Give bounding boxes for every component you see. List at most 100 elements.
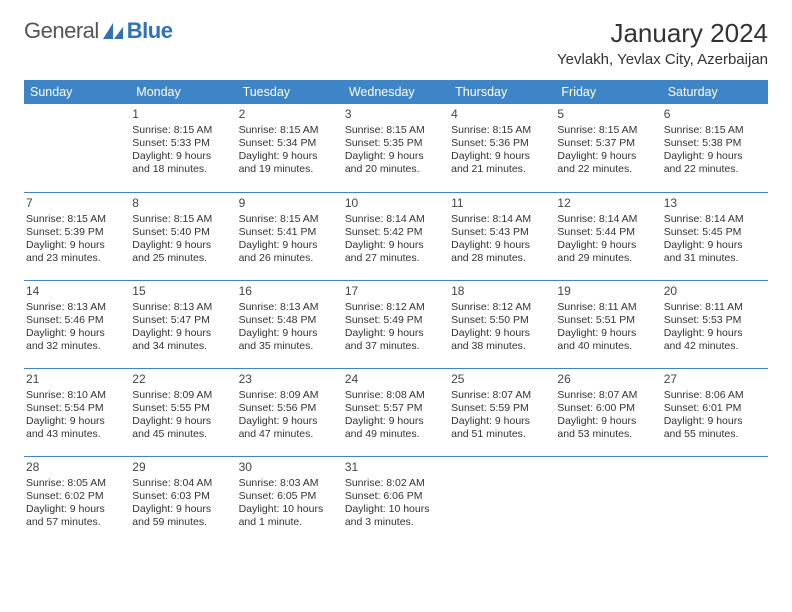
day-number: 27 <box>664 372 764 387</box>
sunrise-line: Sunrise: 8:14 AM <box>451 213 551 226</box>
day-number: 26 <box>557 372 657 387</box>
daylight-line-2: and 49 minutes. <box>345 428 445 441</box>
sunset-line: Sunset: 5:42 PM <box>345 226 445 239</box>
daylight-line-2: and 27 minutes. <box>345 252 445 265</box>
sunrise-line: Sunrise: 8:09 AM <box>132 389 232 402</box>
calendar-header-row: Sunday Monday Tuesday Wednesday Thursday… <box>24 80 768 104</box>
daylight-line-1: Daylight: 9 hours <box>345 150 445 163</box>
day-number: 15 <box>132 284 232 299</box>
calendar-day-cell: 28Sunrise: 8:05 AMSunset: 6:02 PMDayligh… <box>24 456 130 544</box>
daylight-line-2: and 55 minutes. <box>664 428 764 441</box>
daylight-line-1: Daylight: 9 hours <box>132 327 232 340</box>
daylight-line-2: and 1 minute. <box>239 516 339 529</box>
sunset-line: Sunset: 5:43 PM <box>451 226 551 239</box>
daylight-line-2: and 40 minutes. <box>557 340 657 353</box>
calendar-day-cell: 15 Sunrise: 8:13 AMSunset: 5:47 PMDayligh… <box>130 280 236 368</box>
sunrise-line: Sunrise: 8:13 AM <box>132 301 232 314</box>
calendar-day-cell: 20Sunrise: 8:11 AMSunset: 5:53 PMDayligh… <box>662 280 768 368</box>
daylight-line-1: Daylight: 9 hours <box>26 415 126 428</box>
calendar-day-cell: 7Sunrise: 8:15 AMSunset: 5:39 PMDaylight… <box>24 192 130 280</box>
sunset-line: Sunset: 6:03 PM <box>132 490 232 503</box>
calendar-table: Sunday Monday Tuesday Wednesday Thursday… <box>24 80 768 544</box>
calendar-page: General Blue January 2024 Yevlakh, Yevla… <box>0 0 792 612</box>
sunset-line: Sunset: 5:47 PM <box>132 314 232 327</box>
sunset-line: Sunset: 6:06 PM <box>345 490 445 503</box>
daylight-line-2: and 42 minutes. <box>664 340 764 353</box>
day-number: 20 <box>664 284 764 299</box>
day-number: 10 <box>345 196 445 211</box>
daylight-line-1: Daylight: 9 hours <box>557 415 657 428</box>
calendar-day-cell <box>449 456 555 544</box>
daylight-line-2: and 31 minutes. <box>664 252 764 265</box>
daylight-line-1: Daylight: 9 hours <box>132 150 232 163</box>
day-number: 1 <box>132 107 232 122</box>
daylight-line-1: Daylight: 9 hours <box>451 150 551 163</box>
day-number: 24 <box>345 372 445 387</box>
calendar-day-cell: 2 Sunrise: 8:15 AMSunset: 5:34 PMDaylight… <box>237 104 343 192</box>
daylight-line-2: and 47 minutes. <box>239 428 339 441</box>
sunset-line: Sunset: 5:36 PM <box>451 137 551 150</box>
daylight-line-1: Daylight: 9 hours <box>345 239 445 252</box>
daylight-line-2: and 26 minutes. <box>239 252 339 265</box>
day-number: 4 <box>451 107 551 122</box>
calendar-week-row: 14Sunrise: 8:13 AMSunset: 5:46 PMDayligh… <box>24 280 768 368</box>
calendar-body: 1Sunrise: 8:15 AMSunset: 5:33 PMDaylight… <box>24 104 768 544</box>
sunrise-line: Sunrise: 8:05 AM <box>26 477 126 490</box>
sunset-line: Sunset: 5:34 PM <box>239 137 339 150</box>
day-number: 2 <box>239 107 339 122</box>
sunset-line: Sunset: 5:44 PM <box>557 226 657 239</box>
calendar-day-cell: 12Sunrise: 8:14 AMSunset: 5:44 PMDayligh… <box>555 192 661 280</box>
sunrise-line: Sunrise: 8:07 AM <box>451 389 551 402</box>
daylight-line-1: Daylight: 9 hours <box>451 327 551 340</box>
calendar-day-cell: 13Sunrise: 8:14 AMSunset: 5:45 PMDayligh… <box>662 192 768 280</box>
sunrise-line: Sunrise: 8:15 AM <box>239 213 339 226</box>
sunset-line: Sunset: 5:37 PM <box>557 137 657 150</box>
sunrise-line: Sunrise: 8:14 AM <box>557 213 657 226</box>
sunrise-line: Sunrise: 8:13 AM <box>26 301 126 314</box>
day-number: 19 <box>557 284 657 299</box>
calendar-day-cell: 31Sunrise: 8:02 AMSunset: 6:06 PMDayligh… <box>343 456 449 544</box>
day-number: 18 <box>451 284 551 299</box>
calendar-day-cell: 1Sunrise: 8:15 AMSunset: 5:33 PMDaylight… <box>130 104 236 192</box>
daylight-line-2: and 32 minutes. <box>26 340 126 353</box>
weekday-header: Friday <box>555 80 661 104</box>
day-number: 6 <box>664 107 764 122</box>
daylight-line-1: Daylight: 9 hours <box>132 415 232 428</box>
sunset-line: Sunset: 5:50 PM <box>451 314 551 327</box>
sunrise-line: Sunrise: 8:02 AM <box>345 477 445 490</box>
daylight-line-2: and 20 minutes. <box>345 163 445 176</box>
sunrise-line: Sunrise: 8:15 AM <box>345 124 445 137</box>
day-number: 9 <box>239 196 339 211</box>
calendar-day-cell: 27Sunrise: 8:06 AMSunset: 6:01 PMDayligh… <box>662 368 768 456</box>
sunset-line: Sunset: 5:55 PM <box>132 402 232 415</box>
day-number: 3 <box>345 107 445 122</box>
daylight-line-2: and 43 minutes. <box>26 428 126 441</box>
sunset-line: Sunset: 5:57 PM <box>345 402 445 415</box>
daylight-line-1: Daylight: 9 hours <box>239 150 339 163</box>
sunrise-line: Sunrise: 8:15 AM <box>239 124 339 137</box>
calendar-day-cell <box>555 456 661 544</box>
header: General Blue January 2024 Yevlakh, Yevla… <box>24 18 768 68</box>
sunrise-line: Sunrise: 8:15 AM <box>26 213 126 226</box>
weekday-header: Wednesday <box>343 80 449 104</box>
daylight-line-1: Daylight: 9 hours <box>239 327 339 340</box>
daylight-line-2: and 18 minutes. <box>132 163 232 176</box>
sunset-line: Sunset: 5:41 PM <box>239 226 339 239</box>
calendar-day-cell: 3Sunrise: 8:15 AMSunset: 5:35 PMDaylight… <box>343 104 449 192</box>
day-number: 29 <box>132 460 232 475</box>
weekday-header: Saturday <box>662 80 768 104</box>
calendar-day-cell: 22Sunrise: 8:09 AMSunset: 5:55 PMDayligh… <box>130 368 236 456</box>
calendar-day-cell: 29Sunrise: 8:04 AMSunset: 6:03 PMDayligh… <box>130 456 236 544</box>
sunset-line: Sunset: 6:02 PM <box>26 490 126 503</box>
daylight-line-1: Daylight: 9 hours <box>26 327 126 340</box>
daylight-line-2: and 53 minutes. <box>557 428 657 441</box>
daylight-line-1: Daylight: 9 hours <box>239 415 339 428</box>
calendar-day-cell: 5Sunrise: 8:15 AMSunset: 5:37 PMDaylight… <box>555 104 661 192</box>
sunrise-line: Sunrise: 8:08 AM <box>345 389 445 402</box>
day-number: 21 <box>26 372 126 387</box>
sunset-line: Sunset: 5:46 PM <box>26 314 126 327</box>
day-number: 23 <box>239 372 339 387</box>
daylight-line-2: and 38 minutes. <box>451 340 551 353</box>
day-number: 28 <box>26 460 126 475</box>
weekday-header: Tuesday <box>237 80 343 104</box>
